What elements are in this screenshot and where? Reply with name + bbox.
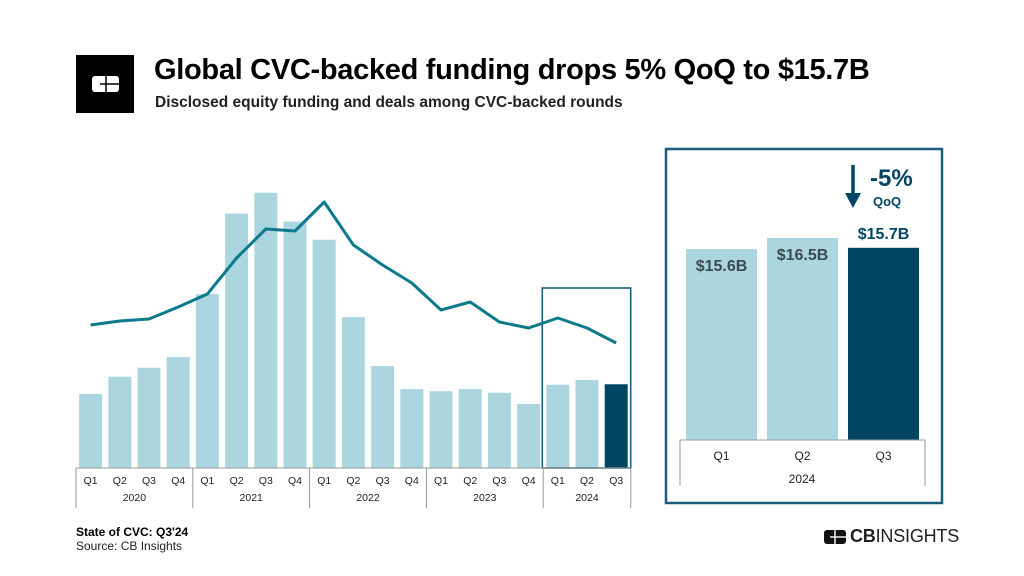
funding-bar xyxy=(604,384,628,468)
quarter-tick-label: Q3 xyxy=(142,475,156,487)
funding-bar xyxy=(458,389,482,468)
value-label: $16.5B xyxy=(777,247,829,264)
quarter-tick-label: Q2 xyxy=(580,475,594,487)
quarter-tick-label: Q1 xyxy=(84,475,98,487)
quarter-tick-label: Q4 xyxy=(522,475,536,487)
quarter-tick-label: Q1 xyxy=(551,475,565,487)
detail-panel-border xyxy=(664,147,944,505)
funding-bar xyxy=(517,404,541,468)
funding-bar xyxy=(283,221,307,468)
quarter-tick-label: Q3 xyxy=(376,475,390,487)
funding-bar xyxy=(546,384,570,468)
brand-logo: CBINSIGHTS xyxy=(824,526,959,547)
quarter-tick-label: Q3 xyxy=(875,449,891,463)
value-label: $15.7B xyxy=(858,226,910,243)
quarter-tick-label: Q4 xyxy=(288,475,302,487)
year-label: 2021 xyxy=(240,492,264,504)
source-note: Source: CB Insights xyxy=(76,539,183,553)
quarter-tick-label: Q1 xyxy=(200,475,214,487)
quarter-tick-label: Q1 xyxy=(434,475,448,487)
arrow-down-icon-head xyxy=(845,193,861,208)
main-chart: Q1 Q2 Q3 Q4 Q1 Q2 Q3 Q4 Q1 Q2 Q3 Q4 Q1 Q2 Q3 Q4 Q1 Q2 Q3 20… xyxy=(75,192,632,508)
quarter-tick-label: Q2 xyxy=(113,475,127,487)
funding-bar xyxy=(400,389,424,468)
quarter-tick-label: Q1 xyxy=(713,449,729,463)
quarter-tick-label: Q2 xyxy=(794,449,810,463)
funding-bar xyxy=(254,192,278,469)
quarter-tick-label: Q3 xyxy=(492,475,506,487)
funding-bar xyxy=(79,393,103,468)
funding-bar xyxy=(429,391,453,468)
page-subtitle: Disclosed equity funding and deals among… xyxy=(155,94,623,111)
funding-bar xyxy=(195,294,219,468)
brand-bold: CB xyxy=(850,526,876,546)
report-name: State of CVC: Q3'24 xyxy=(76,525,189,539)
year-label: 2020 xyxy=(123,492,147,504)
quarter-tick-label: Q3 xyxy=(609,475,623,487)
funding-bar xyxy=(108,376,132,468)
funding-bar xyxy=(166,357,190,468)
quarter-tick-label: Q1 xyxy=(317,475,331,487)
quarter-tick-label: Q2 xyxy=(346,475,360,487)
quarter-tick-label: Q2 xyxy=(230,475,244,487)
funding-bar xyxy=(341,317,365,468)
page-title: Global CVC-backed funding drops 5% QoQ t… xyxy=(154,54,870,86)
funding-bar xyxy=(848,247,919,440)
cb-logo-icon xyxy=(92,76,119,92)
value-label: $15.6B xyxy=(696,258,748,275)
brand-wordmark: CBINSIGHTS xyxy=(850,526,959,547)
funding-bar xyxy=(575,380,599,468)
cb-logo xyxy=(76,55,134,113)
funding-bar xyxy=(487,392,511,468)
year-label: 2024 xyxy=(789,472,816,486)
year-label: 2024 xyxy=(575,492,599,504)
quarter-tick-label: Q4 xyxy=(171,475,185,487)
funding-bar xyxy=(767,238,838,440)
detail-chart: $15.6B Q1 $16.5B Q2 $15.7B Q3 2024 -5% QoQ xyxy=(664,147,944,505)
funding-bar xyxy=(225,213,249,468)
funding-bar xyxy=(686,249,757,440)
year-label: 2023 xyxy=(473,492,497,504)
funding-bar xyxy=(137,367,161,468)
funding-bar xyxy=(312,239,336,468)
quarter-tick-label: Q3 xyxy=(259,475,273,487)
cb-brand-icon xyxy=(824,529,846,544)
quarter-tick-label: Q4 xyxy=(405,475,419,487)
brand-regular: INSIGHTS xyxy=(875,526,960,546)
change-sublabel: QoQ xyxy=(873,194,901,209)
quarter-tick-label: Q2 xyxy=(463,475,477,487)
year-label: 2022 xyxy=(356,492,380,504)
funding-bar xyxy=(371,366,395,468)
change-label: -5% xyxy=(870,165,913,192)
